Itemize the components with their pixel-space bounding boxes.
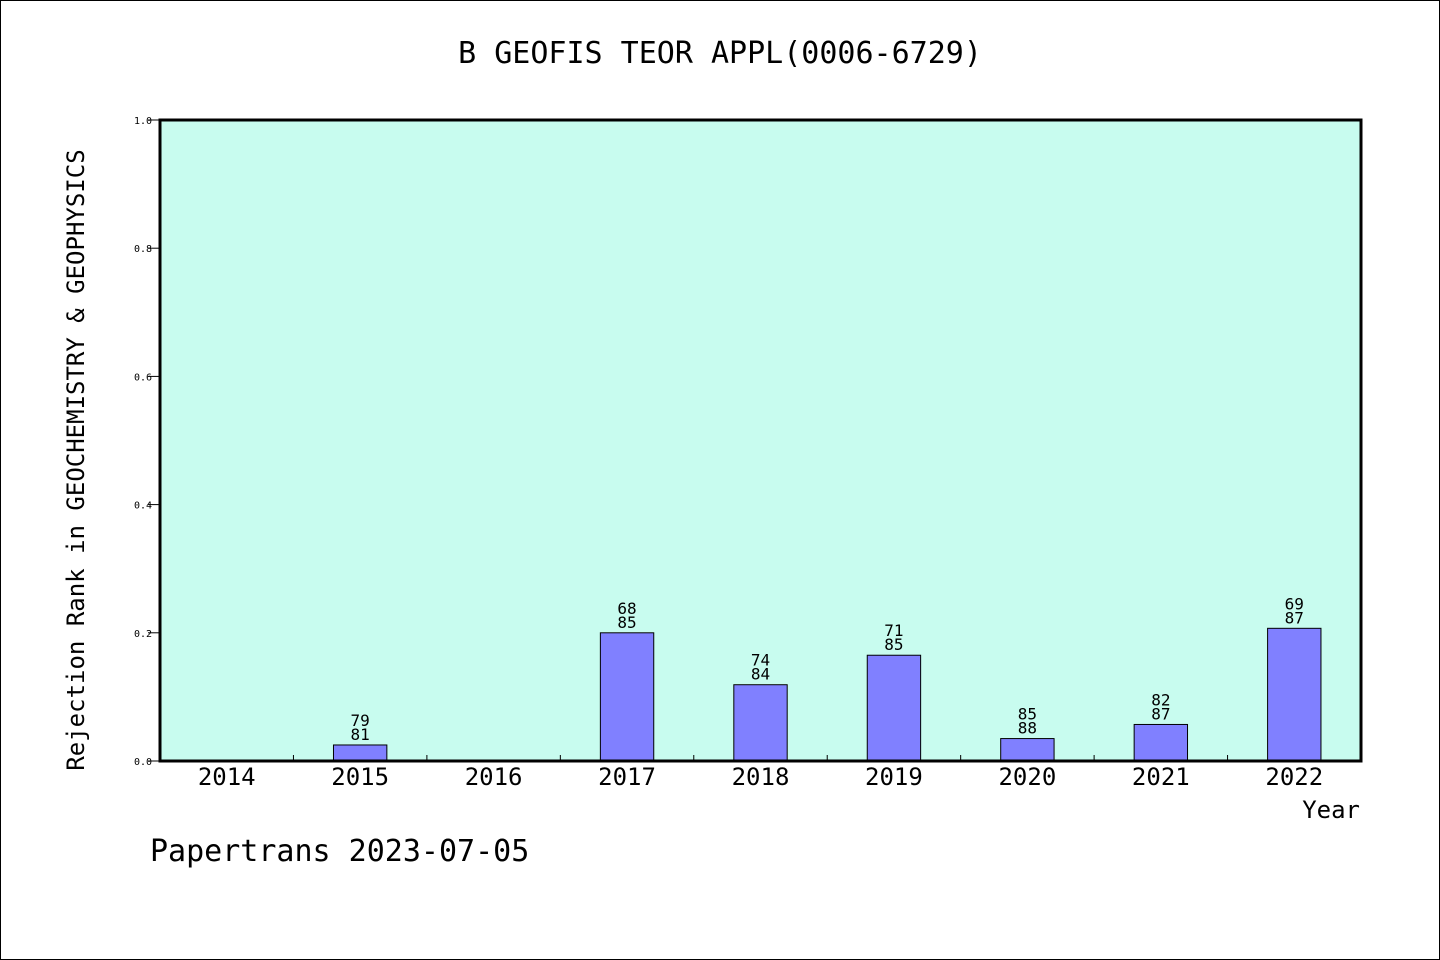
bar-label-bottom: 84 xyxy=(751,665,770,684)
footer-stamp: Papertrans 2023-07-05 xyxy=(150,834,530,869)
bar xyxy=(599,632,655,762)
bar-label-bottom: 87 xyxy=(1151,704,1170,723)
bar xyxy=(733,684,788,762)
bar-label-bottom: 85 xyxy=(884,635,903,654)
x-tick-label: 2020 xyxy=(998,763,1056,791)
bar-label-top: 79 xyxy=(351,711,370,730)
x-tick-label: 2016 xyxy=(465,763,523,791)
bar-label-top: 71 xyxy=(884,621,903,640)
bar-label-bottom: 88 xyxy=(1018,719,1037,738)
bar-label-top: 69 xyxy=(1285,594,1304,613)
bar-label-top: 85 xyxy=(1018,705,1037,724)
x-tick-label: 2019 xyxy=(865,763,923,791)
bar xyxy=(1133,723,1189,762)
bar-label-top: 82 xyxy=(1151,690,1170,709)
plot-area xyxy=(160,120,1361,761)
bar-label-top: 74 xyxy=(751,651,770,670)
plot-border xyxy=(158,118,1363,763)
bar-label-bottom: 87 xyxy=(1285,608,1304,627)
bar xyxy=(332,744,388,762)
y-tick-label: 0.4 xyxy=(134,501,152,512)
y-tick-label: 1.0 xyxy=(134,116,152,127)
y-tick-label: 0.2 xyxy=(134,629,152,640)
x-tick-label: 2022 xyxy=(1265,763,1323,791)
y-tick-label: 0.6 xyxy=(134,372,152,383)
bar-label-top: 68 xyxy=(617,599,636,618)
x-tick-label: 2018 xyxy=(732,763,790,791)
y-tick-label: 0.0 xyxy=(134,757,152,768)
x-axis-label: Year xyxy=(1302,796,1360,824)
x-tick-label: 2015 xyxy=(331,763,389,791)
x-tick-label: 2014 xyxy=(198,763,256,791)
x-tick-label: 2017 xyxy=(598,763,656,791)
bar-label-bottom: 81 xyxy=(351,725,370,744)
bar xyxy=(1000,738,1055,762)
y-tick-label: 0.8 xyxy=(134,244,152,255)
bar xyxy=(866,654,922,762)
bar xyxy=(1267,627,1322,762)
x-tick-label: 2021 xyxy=(1132,763,1190,791)
bar-label-bottom: 85 xyxy=(617,613,636,632)
chart-title: B GEOFIS TEOR APPL(0006-6729) xyxy=(458,36,982,71)
